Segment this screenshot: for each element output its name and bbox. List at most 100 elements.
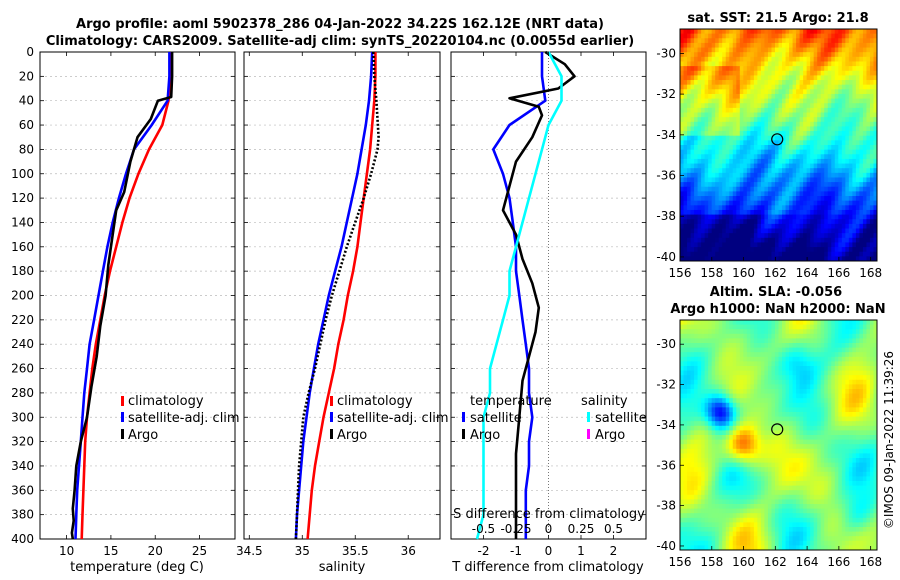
sla-map-cell <box>711 379 716 385</box>
sla-map-cell <box>757 329 762 335</box>
sla-map-cell <box>757 398 762 404</box>
sst-map-cell <box>680 107 685 114</box>
sst-map-cell <box>771 103 776 109</box>
sst-map-cell <box>767 214 772 220</box>
sst-map-cell <box>810 112 815 118</box>
sst-map-cell <box>796 205 801 211</box>
sst-map-cell <box>718 56 723 62</box>
sla-map-cell <box>746 329 751 335</box>
sla-map-cell <box>753 329 758 335</box>
sla-map-cell <box>708 444 713 450</box>
sla-map-cell <box>792 407 797 413</box>
sla-map-cell <box>708 439 713 445</box>
sst-map-cell <box>701 42 706 49</box>
sst-map-cell <box>827 149 832 155</box>
s-diff-tick-label: 0.25 <box>568 522 595 536</box>
sst-map-cell <box>796 168 801 174</box>
sst-map-cell <box>764 103 769 109</box>
sla-map-cell <box>680 435 685 441</box>
sst-map-cell <box>848 251 853 257</box>
sst-map-cell <box>774 182 779 188</box>
sst-map-cell <box>838 140 843 146</box>
sst-map-cell <box>841 219 846 225</box>
sst-map-cell <box>838 75 843 81</box>
sst-map-cell <box>841 80 846 86</box>
sla-map-cell <box>718 398 723 404</box>
sst-map-cell <box>820 131 825 137</box>
sla-map-cell <box>729 343 734 349</box>
sst-map-cell <box>796 33 801 39</box>
sla-map-cell <box>722 338 727 344</box>
sst-map-cell <box>771 112 776 118</box>
sla-map-cell <box>831 421 836 427</box>
sst-map-cell <box>690 228 695 234</box>
sst-map-cell <box>824 219 829 225</box>
sst-map-cell <box>820 247 825 253</box>
sst-map-cell <box>757 61 762 67</box>
sla-map-cell <box>834 416 839 422</box>
sst-map-cell <box>711 112 716 118</box>
sla-map-cell <box>680 393 685 399</box>
sst-map-cell <box>760 186 765 192</box>
sst-map-cell <box>767 117 772 123</box>
sla-map-cell <box>774 439 779 445</box>
sst-map-cell <box>718 145 723 151</box>
sst-map-cell <box>729 191 734 197</box>
sla-map-cell <box>753 439 758 445</box>
sst-map-cell <box>813 196 818 202</box>
sst-map-cell <box>729 66 734 72</box>
sla-map-cell <box>782 370 787 376</box>
sst-map-cell <box>789 61 794 67</box>
sst-map-cell <box>715 149 720 155</box>
sst-map-cell <box>753 205 758 211</box>
sla-map-cell <box>855 448 860 454</box>
sla-map-cell <box>725 324 730 330</box>
sla-map-cell <box>799 453 804 459</box>
sla-map-cell <box>701 421 706 427</box>
sla-map-cell <box>697 347 702 353</box>
sst-map-cell <box>792 223 797 230</box>
sla-map-cell <box>841 412 846 418</box>
sst-map-cell <box>869 75 874 81</box>
sst-map-cell <box>729 158 734 165</box>
sst-map-cell <box>834 103 839 109</box>
sst-map-cell <box>760 145 765 151</box>
sla-map-cell <box>774 347 779 353</box>
sla-map-cell <box>831 329 836 335</box>
sst-map-cell <box>806 140 811 146</box>
sst-map-cell <box>701 251 706 257</box>
sst-map-cell <box>743 172 748 178</box>
sla-map-cell <box>852 393 857 399</box>
sst-map-y-tick-label: -32 <box>656 87 676 101</box>
sst-map-cell <box>778 242 783 248</box>
sla-map-cell <box>680 407 685 413</box>
sla-map-cell <box>774 370 779 376</box>
sst-map-cell <box>834 131 839 137</box>
sla-map-cell <box>708 356 713 362</box>
sla-map-cell <box>792 439 797 445</box>
sst-map-cell <box>862 131 867 137</box>
sst-map-cell <box>718 47 723 53</box>
sst-map-cell <box>683 145 688 151</box>
sla-map-cell <box>803 389 808 395</box>
sla-map-cell <box>820 370 825 376</box>
sst-map-cell <box>824 135 829 141</box>
sla-map-cell <box>701 439 706 445</box>
sla-map-cell <box>767 416 772 422</box>
sla-map-cell <box>767 402 772 408</box>
sla-map-cell <box>687 402 692 408</box>
legend-s-argo-label: Argo <box>595 428 625 443</box>
sla-map-cell <box>796 448 801 454</box>
sla-map-cell <box>778 329 783 335</box>
sst-map-cell <box>813 251 818 257</box>
sla-map-cell <box>694 471 699 477</box>
sst-map-cell <box>848 247 853 253</box>
sst-map-cell <box>757 89 762 95</box>
sst-map-cell <box>831 223 836 230</box>
sst-map-cell <box>782 163 787 169</box>
sla-map-cell <box>806 393 811 399</box>
sst-map-cell <box>708 117 713 123</box>
sst-map-cell <box>725 228 730 234</box>
sst-map-cell <box>725 233 730 239</box>
sst-map-cell <box>803 168 808 174</box>
